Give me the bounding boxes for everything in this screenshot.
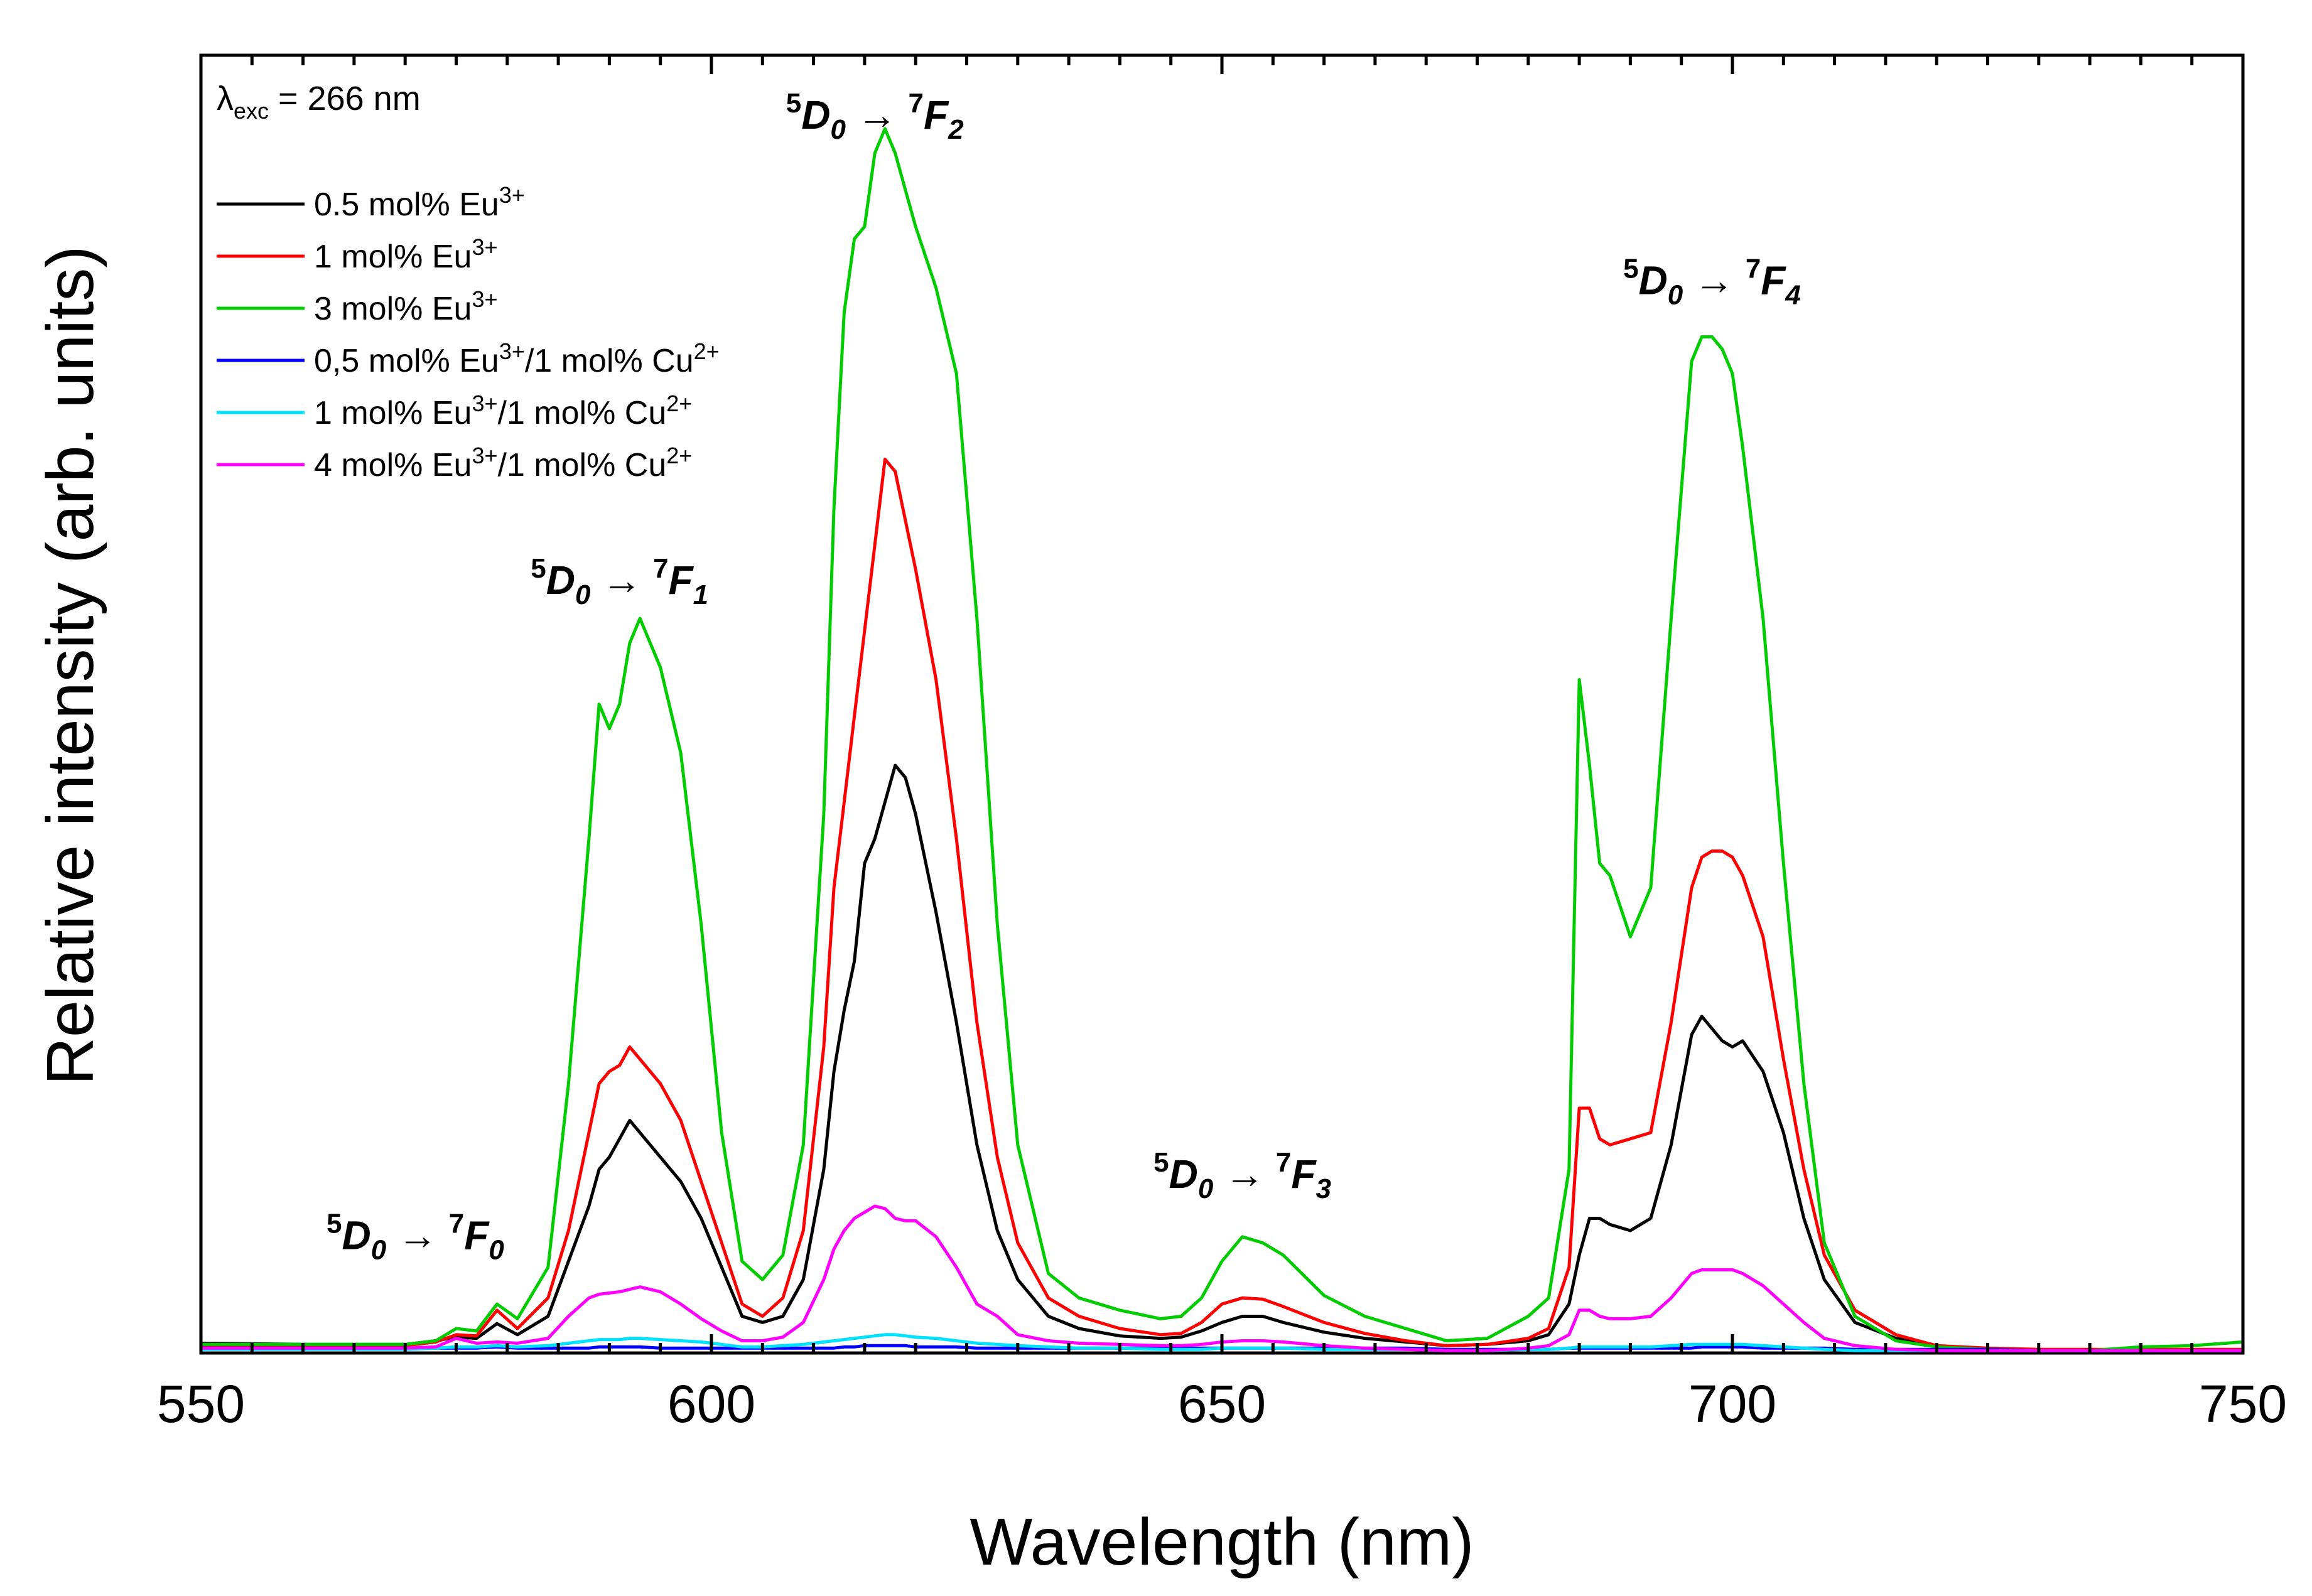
transition-annotation-1: 5D0 → 7F0	[327, 1208, 504, 1265]
series-line-1	[200, 763, 2243, 1352]
x-tick-label-600: 600	[667, 1374, 755, 1433]
transition-annotation-5: 5D0 → 7F4	[1623, 253, 1801, 310]
excitation-lambda: λ	[217, 80, 234, 117]
legend-label-5: 1 mol% Eu3+/1 mol% Cu2+	[314, 391, 692, 431]
legend-label-4: 0,5 mol% Eu3+/1 mol% Cu2+	[314, 338, 720, 379]
legend-label-3: 3 mol% Eu3+	[314, 286, 498, 327]
x-axis-ticks: 550 600 650 700 750	[157, 55, 2287, 1433]
x-tick-label-700: 700	[1688, 1374, 1776, 1433]
excitation-label: λexc = 266 nm	[217, 80, 421, 124]
x-axis-title: Wavelength (nm)	[970, 1505, 1474, 1579]
x-tick-label-650: 650	[1178, 1374, 1266, 1433]
legend: 0.5 mol% Eu3+ 1 mol% Eu3+ 3 mol% Eu3+ 0,5 m…	[217, 182, 720, 483]
legend-label-1: 0.5 mol% Eu3+	[314, 182, 525, 223]
excitation-subscript: exc	[234, 98, 269, 124]
transition-annotation-2: 5D0 → 7F1	[531, 553, 708, 610]
legend-label-2: 1 mol% Eu3+	[314, 234, 498, 275]
series-line-2	[201, 458, 2243, 1351]
transition-annotation-4: 5D0 → 7F3	[1153, 1147, 1331, 1204]
transition-annotations: 5D0 → 7F0 5D0 → 7F1 5D0 → 7F2 5D0 → 7F3 5D0 …	[327, 88, 1801, 1265]
transition-annotation-3: 5D0 → 7F2	[786, 88, 964, 145]
x-tick-label-550: 550	[157, 1374, 245, 1433]
legend-label-6: 4 mol% Eu3+/1 mol% Cu2+	[314, 443, 692, 483]
series-line-3	[201, 127, 2244, 1352]
excitation-value: = 266 nm	[269, 80, 421, 117]
x-tick-label-750: 750	[2199, 1374, 2287, 1433]
y-axis-title: Relative intensity (arb. units)	[33, 245, 107, 1085]
